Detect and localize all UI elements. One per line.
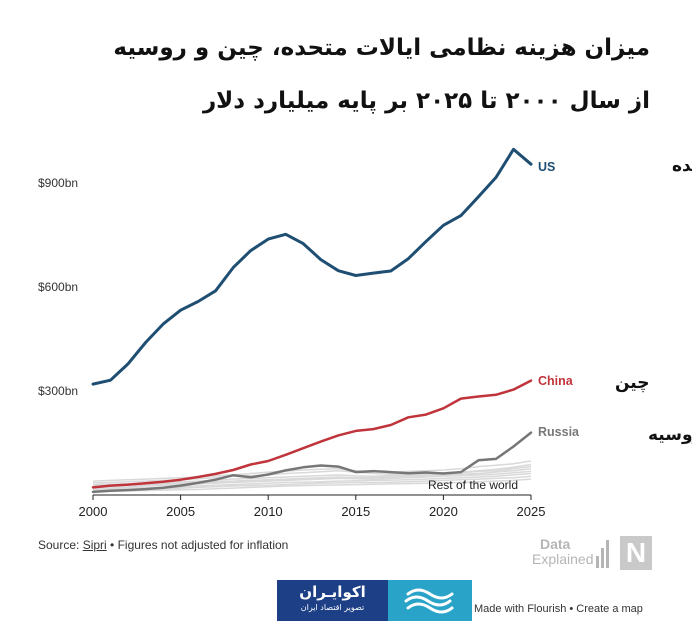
x-tick-label-2: 2010 (254, 504, 283, 519)
source-note: Source: Sipri • Figures not adjusted for… (38, 538, 288, 552)
y-tick-label-1: $600bn (38, 280, 78, 294)
rest-of-world-line-7 (92, 478, 532, 493)
x-tick-label-5: 2025 (517, 504, 546, 519)
x-tick-label-3: 2015 (341, 504, 370, 519)
series-line-us (91, 147, 533, 386)
series-label-fa-china: چین (615, 373, 650, 393)
flourish-credit[interactable]: Made with Flourish • Create a map (474, 603, 643, 615)
line-chart: $300bn $600bn $900bn US ایالات متحده China چی… (38, 147, 692, 519)
series-label-china: China (538, 374, 574, 388)
data-explained-word-explained: Explained (532, 551, 594, 567)
rest-of-world-line-4 (92, 470, 532, 489)
ekovairan-tagline: تصویر اقتصاد ایران (300, 603, 365, 612)
data-explained-word-data: Data (540, 536, 571, 552)
chart-title-line-2: از سال ۲۰۰۰ تا ۲۰۲۵ بر پایه میلیارد دلار (202, 88, 650, 114)
rest-of-world-line-6 (92, 475, 532, 491)
chart-title-line-1: میزان هزینه نظامی ایالات متحده، چین و رو… (113, 35, 650, 61)
rest-of-world-line-0 (92, 460, 532, 482)
series-label-fa-us: ایالات متحده (672, 156, 692, 176)
ekovairan-name: اکوایـران (299, 583, 366, 601)
x-tick-label-4: 2020 (429, 504, 458, 519)
ekovairan-mark-icon (388, 580, 472, 621)
series-line-china (91, 379, 533, 489)
source-disclaimer: • Figures not adjusted for inflation (106, 538, 289, 552)
rest-of-world-label: Rest of the world (428, 478, 518, 492)
ekovairan-logo: اکوایـران تصویر اقتصاد ایران (277, 580, 472, 621)
bar-chart-icon (596, 538, 610, 568)
series-label-fa-russia: روسیه (648, 425, 692, 445)
x-tick-label-0: 2000 (79, 504, 108, 519)
series-label-russia: Russia (538, 425, 580, 439)
source-link[interactable]: Sipri (82, 538, 107, 552)
data-explained-letter-logo: N (620, 536, 652, 570)
data-explained-logo: Data Explained N (532, 536, 656, 572)
x-tick-label-1: 2005 (166, 504, 195, 519)
y-tick-label-0: $300bn (38, 384, 78, 398)
series-label-us: US (538, 160, 555, 174)
series-line-russia (91, 431, 533, 494)
rest-of-world-line-3 (92, 467, 532, 487)
source-prefix: Source: (38, 538, 83, 552)
ekovairan-logo-text: اکوایـران تصویر اقتصاد ایران (277, 580, 388, 621)
y-tick-label-2: $900bn (38, 176, 78, 190)
